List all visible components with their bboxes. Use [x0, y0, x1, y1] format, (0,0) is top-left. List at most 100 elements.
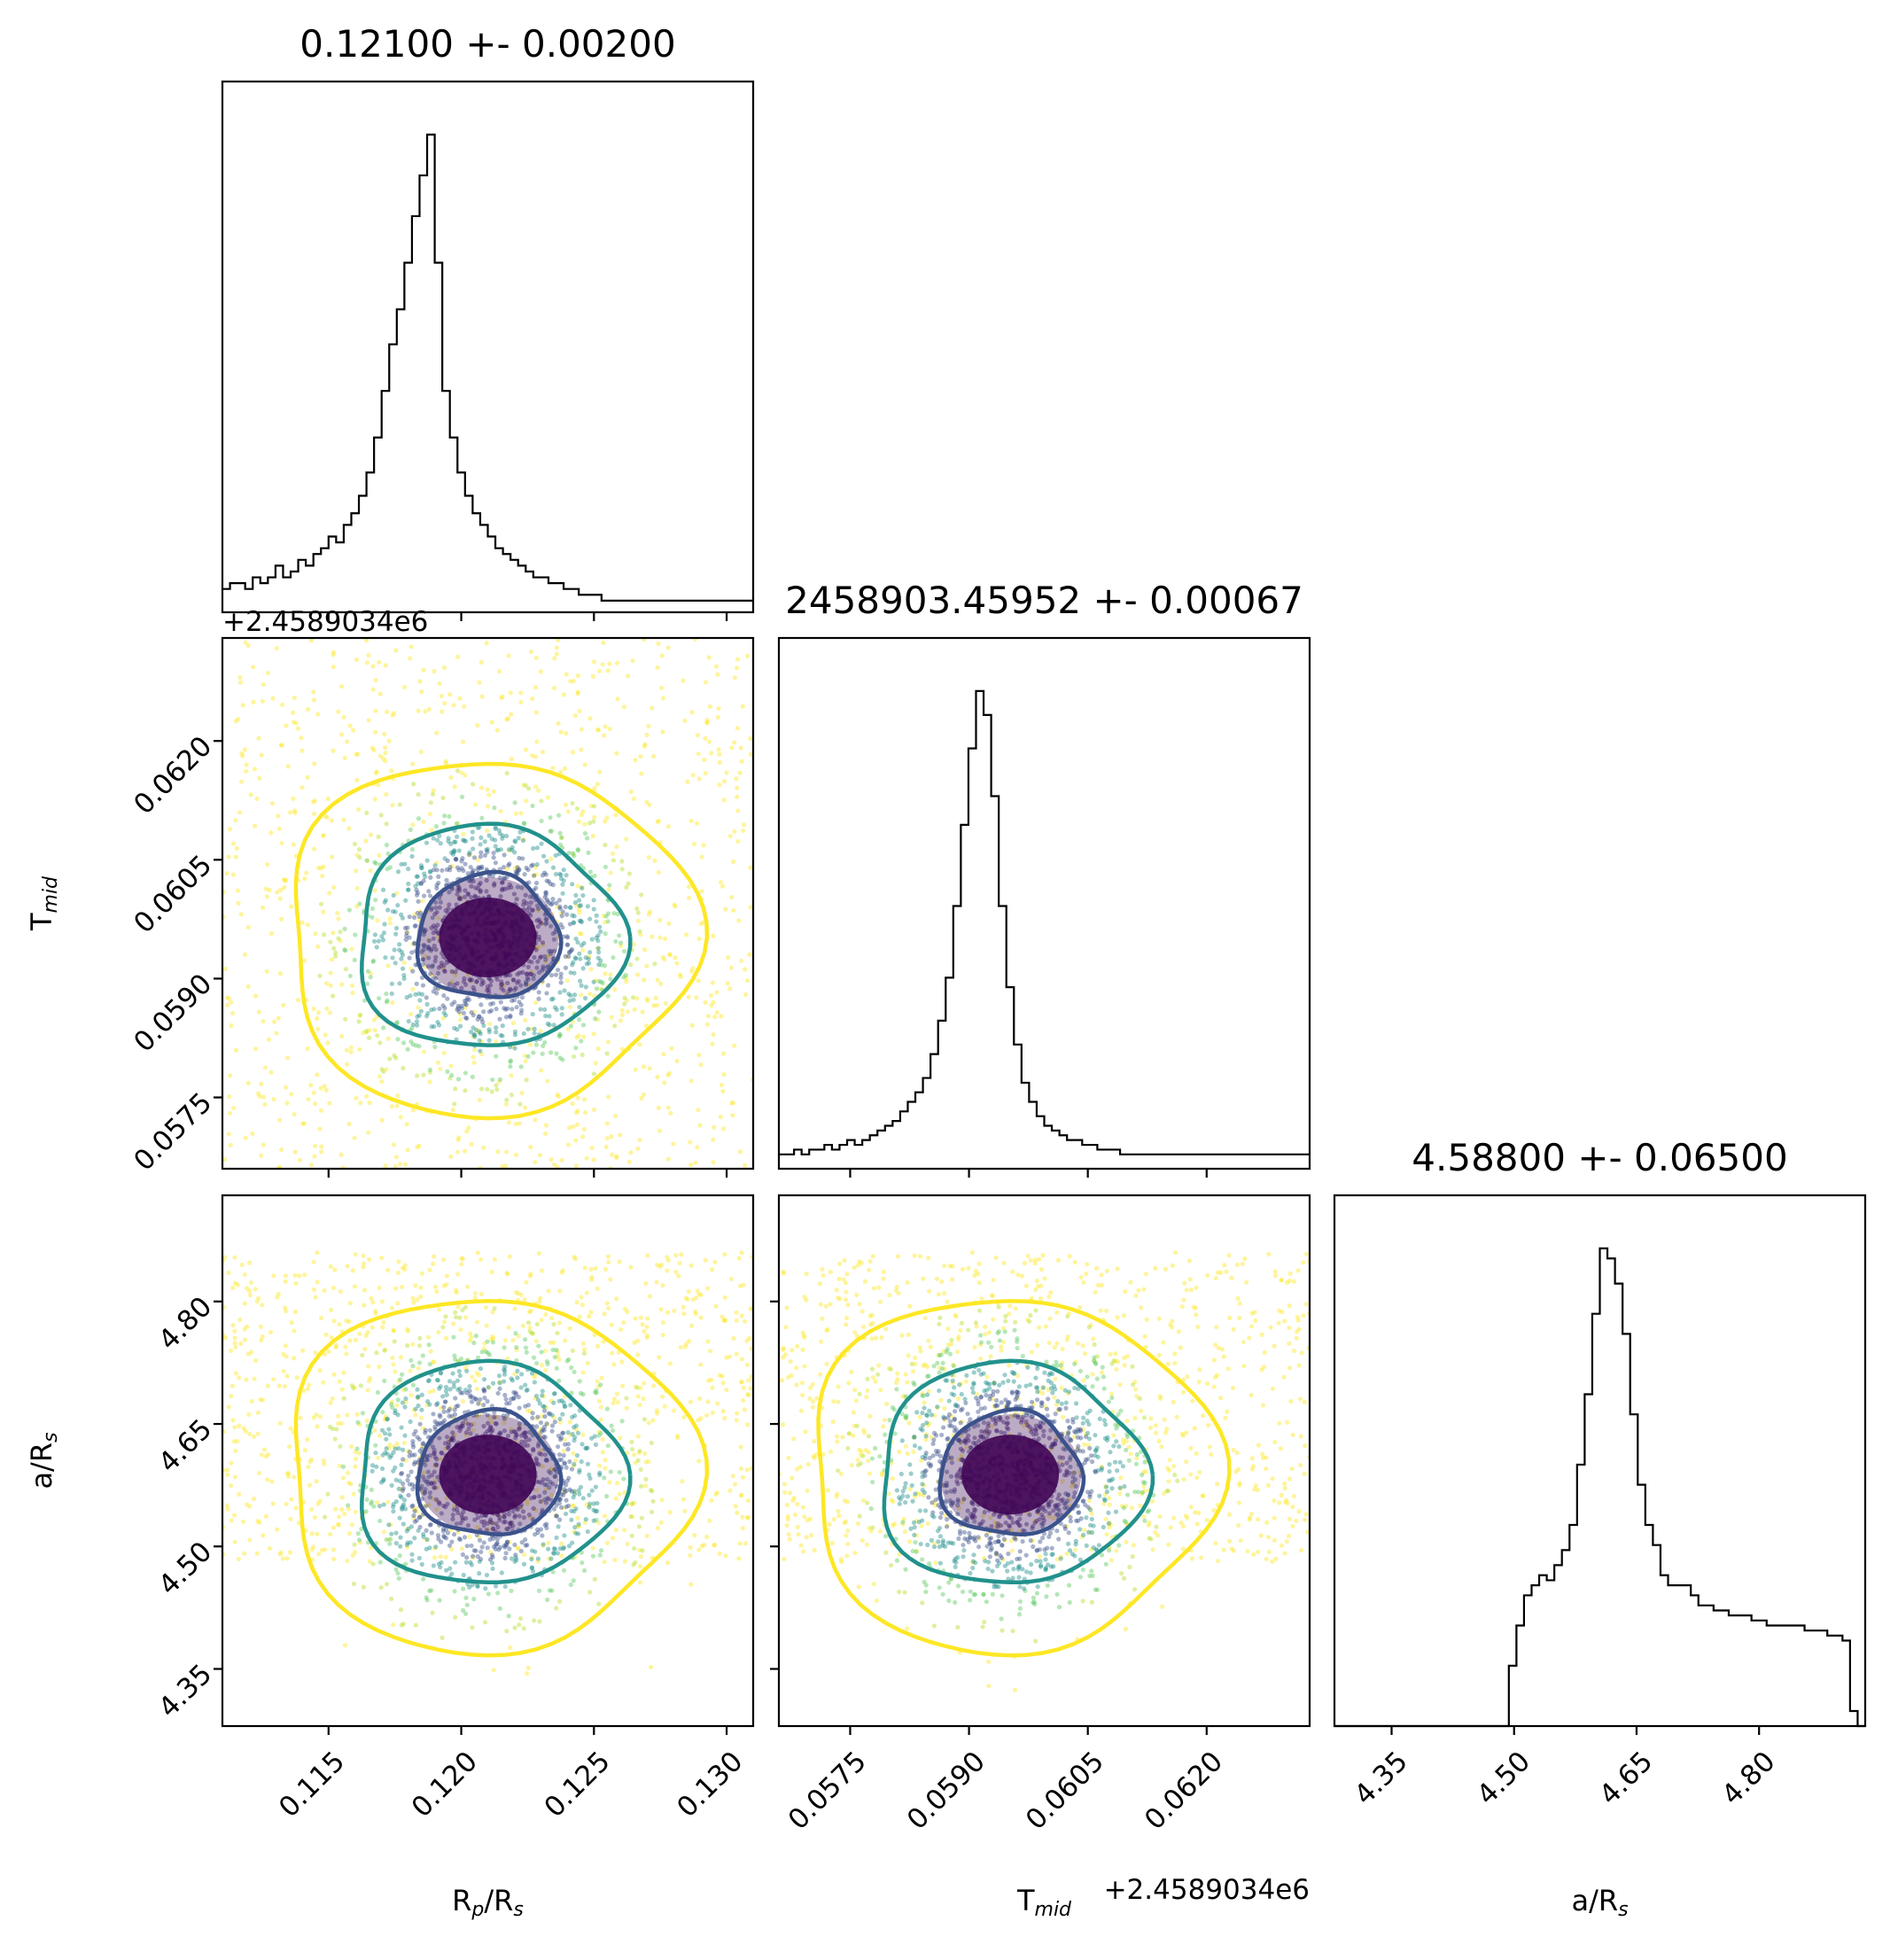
scatter-point: [232, 1425, 237, 1430]
scatter-point: [1264, 1455, 1269, 1460]
scatter-point: [347, 1338, 353, 1343]
scatter-point: [861, 1430, 867, 1435]
scatter-point: [380, 756, 386, 761]
scatter-point: [517, 1426, 522, 1431]
scatter-point: [513, 1152, 519, 1157]
scatter-point: [640, 1548, 645, 1553]
scatter-point: [747, 952, 752, 957]
scatter-point: [391, 1509, 396, 1514]
scatter-point: [521, 1552, 527, 1558]
scatter-point: [497, 1430, 502, 1435]
scatter-point: [696, 1418, 701, 1423]
scatter-point: [382, 1431, 388, 1436]
scatter-point: [476, 1030, 481, 1035]
scatter-point: [230, 1285, 236, 1291]
scatter-point: [849, 1369, 854, 1375]
scatter-point: [990, 1396, 995, 1402]
scatter-point: [381, 1069, 386, 1074]
scatter-point: [398, 1493, 403, 1498]
scatter-point: [447, 1413, 452, 1419]
scatter-point: [432, 1254, 437, 1259]
scatter-point: [238, 779, 245, 784]
scatter-point: [1197, 1469, 1202, 1475]
scatter-point: [597, 769, 603, 774]
scatter-point: [458, 1356, 464, 1362]
scatter-point: [572, 1461, 577, 1467]
scatter-point: [563, 1442, 568, 1447]
scatter-point: [558, 875, 564, 882]
scatter-point: [646, 1420, 651, 1426]
scatter-point: [527, 1042, 533, 1047]
scatter-point: [365, 1330, 370, 1335]
scatter-point: [369, 1468, 375, 1474]
scatter-point: [579, 992, 584, 998]
scatter-point: [242, 1301, 247, 1306]
scatter-point: [486, 1352, 493, 1357]
scatter-point: [1266, 1251, 1272, 1257]
scatter-point: [787, 1490, 793, 1496]
scatter-point: [425, 1399, 431, 1404]
scatter-point: [551, 1545, 556, 1552]
scatter-point: [605, 1254, 611, 1259]
scatter-point: [647, 909, 653, 914]
scatter-point: [431, 788, 436, 793]
scatter-point: [441, 1533, 447, 1539]
scatter-point: [615, 911, 621, 917]
scatter-point: [503, 1101, 509, 1107]
scatter-point: [942, 1264, 947, 1269]
scatter-point: [506, 863, 511, 868]
scatter-point: [289, 1497, 294, 1502]
scatter-point: [598, 1430, 603, 1436]
scatter-point: [349, 1443, 354, 1450]
scatter-point: [399, 1471, 404, 1477]
scatter-point: [474, 1319, 480, 1325]
scatter-point: [572, 1463, 577, 1468]
scatter-point: [469, 1422, 474, 1427]
scatter-point: [619, 859, 625, 864]
scatter-point: [443, 908, 448, 914]
scatter-point: [490, 1340, 496, 1345]
scatter-point: [292, 1310, 299, 1315]
scatter-point: [1262, 1349, 1267, 1355]
scatter-point: [665, 645, 671, 650]
scatter-point: [413, 922, 418, 929]
scatter-point: [620, 1383, 626, 1388]
scatter-point: [611, 1362, 617, 1367]
scatter-point: [353, 1550, 358, 1555]
scatter-point: [591, 1107, 597, 1113]
scatter-point: [570, 962, 575, 968]
scatter-point: [610, 1350, 615, 1356]
scatter-point: [445, 1444, 450, 1451]
scatter-point: [247, 1260, 253, 1265]
scatter-point: [479, 1019, 486, 1024]
scatter-point: [368, 1501, 374, 1506]
scatter-point: [485, 1420, 491, 1426]
scatter-point: [515, 871, 520, 876]
scatter-point: [350, 990, 355, 996]
scatter-point: [402, 1433, 408, 1438]
scatter-point: [447, 890, 452, 895]
scatter-point: [542, 895, 548, 900]
scatter-point: [416, 792, 421, 797]
scatter-point: [369, 745, 375, 751]
scatter-point: [812, 1438, 817, 1444]
scatter-point: [427, 869, 433, 875]
scatter-point: [1000, 1326, 1007, 1331]
scatter-point: [443, 1505, 448, 1510]
scatter-point: [481, 1423, 486, 1429]
scatter-point: [436, 874, 441, 879]
scatter-point: [558, 729, 564, 735]
scatter-point: [528, 1496, 534, 1501]
scatter-point: [324, 981, 330, 986]
scatter-point: [960, 1419, 965, 1424]
scatter-point: [598, 1404, 604, 1410]
scatter-point: [612, 1557, 618, 1563]
scatter-point: [471, 1013, 476, 1018]
scatter-point: [240, 703, 245, 708]
scatter-point: [580, 1432, 586, 1437]
scatter-point: [527, 971, 533, 976]
scatter-point: [506, 1325, 511, 1330]
scatter-point: [441, 821, 447, 826]
scatter-point: [479, 815, 485, 821]
scatter-point: [746, 1335, 751, 1341]
